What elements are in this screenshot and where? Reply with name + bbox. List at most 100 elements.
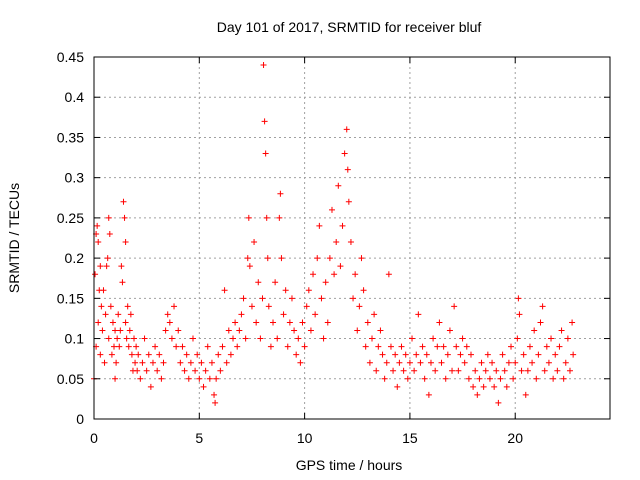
data-point <box>160 359 167 366</box>
data-point <box>198 359 205 366</box>
data-point <box>345 198 352 205</box>
data-point <box>194 351 201 358</box>
data-point <box>158 375 165 382</box>
data-point <box>175 327 182 334</box>
data-point <box>314 255 321 262</box>
data-point <box>533 375 540 382</box>
y-axis: 0 0.05 0.1 0.15 0.2 0.25 0.3 0.35 0.4 0.45 <box>57 49 610 427</box>
data-point <box>383 359 390 366</box>
data-point <box>373 367 380 374</box>
data-point <box>438 359 445 366</box>
data-point <box>444 351 451 358</box>
data-point <box>225 327 232 334</box>
x-tick-label: 0 <box>90 430 98 446</box>
data-point <box>394 383 401 390</box>
data-point <box>219 343 226 350</box>
data-point <box>206 375 213 382</box>
data-point <box>499 351 506 358</box>
data-point <box>508 343 515 350</box>
data-point <box>126 327 133 334</box>
data-point <box>131 335 138 342</box>
data-point <box>149 359 156 366</box>
data-point <box>417 359 424 366</box>
data-point <box>316 222 323 229</box>
data-point <box>529 359 536 366</box>
data-point <box>115 311 122 318</box>
data-point <box>106 230 113 237</box>
data-point <box>390 367 397 374</box>
data-point <box>164 311 171 318</box>
data-point <box>168 335 175 342</box>
data-point <box>286 319 293 326</box>
data-point <box>213 375 220 382</box>
data-point <box>105 214 112 221</box>
data-point <box>102 311 109 318</box>
data-point <box>272 279 279 286</box>
data-point <box>107 303 114 310</box>
data-point <box>328 206 335 213</box>
data-point <box>522 391 529 398</box>
data-point <box>436 319 443 326</box>
data-point <box>337 263 344 270</box>
data-point <box>251 239 258 246</box>
data-point <box>246 263 253 270</box>
data-point <box>467 351 474 358</box>
x-tick-label: 15 <box>402 430 418 446</box>
chart-title: Day 101 of 2017, SRMTID for receiver blu… <box>217 19 482 35</box>
data-point <box>248 303 255 310</box>
data-point <box>343 126 350 133</box>
data-point <box>354 327 361 334</box>
data-point <box>103 263 110 270</box>
gridlines <box>94 57 610 419</box>
data-point <box>284 343 291 350</box>
data-point <box>333 239 340 246</box>
data-point <box>524 367 531 374</box>
data-point <box>122 239 129 246</box>
data-point <box>465 375 472 382</box>
data-point <box>459 335 466 342</box>
y-tick-label: 0.05 <box>57 371 84 387</box>
data-point <box>364 319 371 326</box>
data-point <box>430 335 437 342</box>
data-point <box>312 311 319 318</box>
data-point <box>112 375 119 382</box>
data-point <box>189 335 196 342</box>
data-point <box>425 391 432 398</box>
data-point <box>277 190 284 197</box>
data-point <box>322 279 329 286</box>
data-point <box>331 271 338 278</box>
data-point <box>484 351 491 358</box>
data-point <box>545 359 552 366</box>
data-point <box>339 222 346 229</box>
x-tick-label: 10 <box>297 430 313 446</box>
data-point <box>282 287 289 294</box>
data-point <box>515 295 522 302</box>
data-point <box>377 327 384 334</box>
data-point <box>257 335 264 342</box>
data-point <box>223 359 230 366</box>
data-point <box>326 255 333 262</box>
data-point <box>259 295 266 302</box>
data-point <box>141 335 148 342</box>
data-point <box>350 295 357 302</box>
data-points <box>91 62 577 406</box>
data-point <box>97 263 104 270</box>
data-point <box>392 351 399 358</box>
data-point <box>461 359 468 366</box>
data-point <box>493 367 500 374</box>
data-point <box>208 359 215 366</box>
data-point <box>99 327 106 334</box>
x-tick-label: 20 <box>507 430 523 446</box>
data-point <box>385 271 392 278</box>
data-point <box>260 62 267 69</box>
data-point <box>211 391 218 398</box>
data-point <box>305 287 312 294</box>
data-point <box>125 343 132 350</box>
data-point <box>154 367 161 374</box>
plot-frame <box>93 56 611 420</box>
data-point <box>293 351 300 358</box>
data-point <box>344 166 351 173</box>
data-point <box>371 311 378 318</box>
data-point <box>274 335 281 342</box>
